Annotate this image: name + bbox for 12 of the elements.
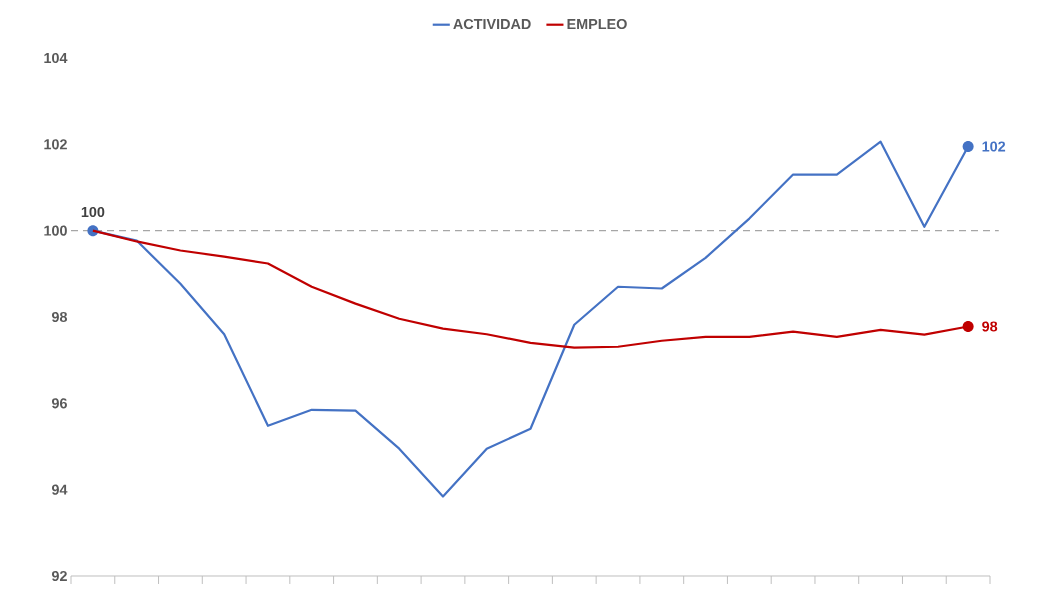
data-label: 98 xyxy=(982,321,998,332)
y-tick-label: 100 xyxy=(44,225,67,236)
legend-label: ACTIVIDAD xyxy=(453,18,531,30)
y-tick-label: 96 xyxy=(51,398,67,409)
y-tick-label: 102 xyxy=(44,139,67,150)
y-tick-label: 104 xyxy=(44,52,68,64)
legend-label: EMPLEO xyxy=(567,18,627,30)
y-tick-label: 92 xyxy=(51,570,67,582)
y-tick-label: 98 xyxy=(51,311,68,323)
data-label: 102 xyxy=(982,141,1006,152)
y-tick-label: 94 xyxy=(51,484,68,495)
data-label: 100 xyxy=(81,206,105,218)
